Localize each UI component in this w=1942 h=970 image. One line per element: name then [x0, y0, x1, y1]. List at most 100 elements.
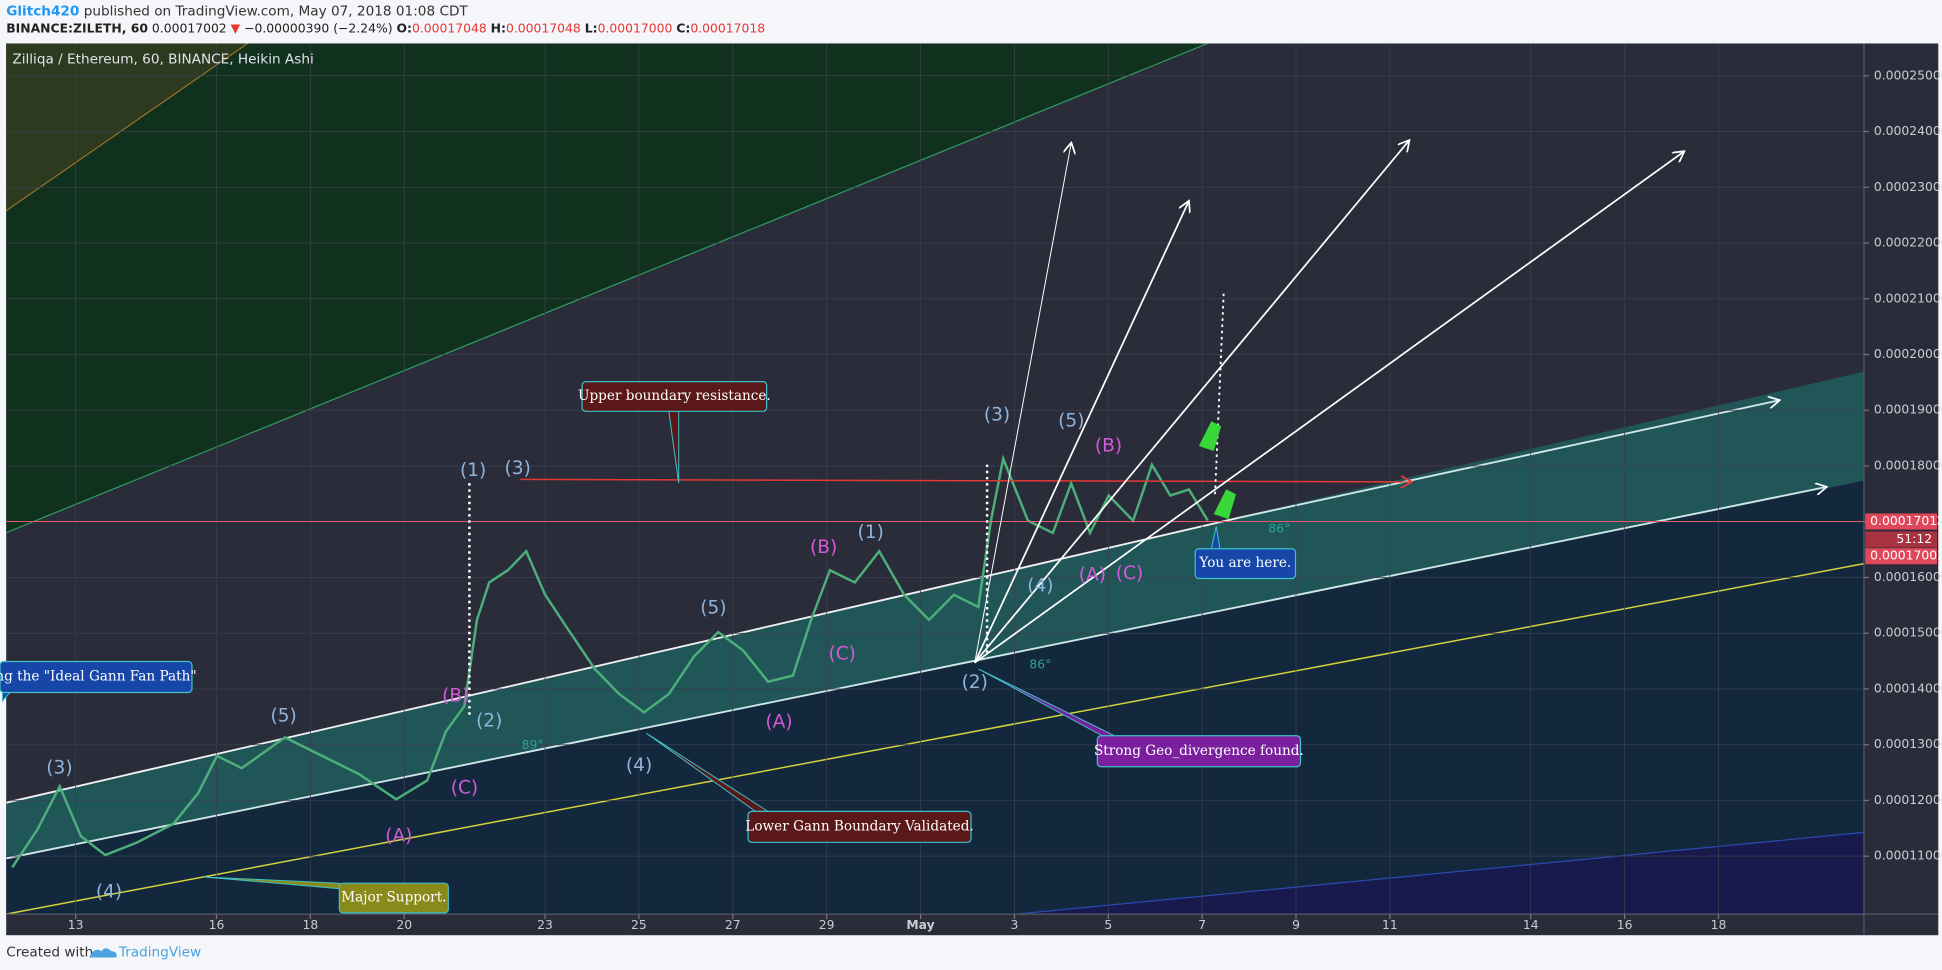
- close-label: C:: [676, 21, 690, 35]
- low-label: L:: [585, 21, 598, 35]
- close: 0.00017018: [690, 21, 765, 35]
- upper-channel-line: [6, 516, 1239, 804]
- change-arrow: ▼: [231, 21, 241, 35]
- angle-label: 86°: [1268, 521, 1290, 535]
- channel-arrow: [1238, 400, 1780, 519]
- fan-line: [974, 143, 1072, 663]
- fan-line: [974, 140, 1410, 664]
- wave-label: (A): [1079, 564, 1106, 585]
- callout-text: Lower Gann Boundary Validated.: [745, 818, 973, 834]
- price-marker-box: [1865, 513, 1938, 530]
- fan-line: [974, 151, 1685, 664]
- x-tick-label: 16: [1617, 918, 1633, 932]
- header-line-2: BINANCE:ZILETH, 60 0.00017002 ▼ −0.00000…: [6, 21, 765, 35]
- fan-edge: [6, 43, 248, 212]
- x-tick-label: 18: [302, 918, 318, 932]
- symbol: BINANCE:ZILETH, 60: [6, 21, 148, 35]
- x-tick-label: 5: [1104, 918, 1112, 932]
- price-line: [11, 454, 1209, 869]
- callout-box: [747, 810, 972, 843]
- angle-label: 89°: [522, 738, 544, 752]
- countdown: 51:12: [1896, 532, 1932, 546]
- drawings: [6, 43, 1864, 915]
- x-tick-label: May: [906, 918, 934, 932]
- fan-edge: [6, 43, 1208, 534]
- x-tick-label: 18: [1711, 918, 1727, 932]
- wave-label: (B): [810, 537, 837, 558]
- change: −0.00000390 (−2.24%): [244, 21, 392, 35]
- callout-box: [338, 882, 449, 914]
- footer-brand[interactable]: TradingView: [118, 945, 201, 961]
- y-tick-label: 0.00014000: [1874, 681, 1942, 695]
- open: 0.00017048: [412, 21, 487, 35]
- rocket-icons: [1198, 421, 1237, 520]
- open-label: O:: [396, 21, 411, 35]
- x-tick-label: 23: [537, 918, 553, 932]
- wave-label: (3): [505, 458, 531, 479]
- axes: 0.00011000 0.00012000 0.00013000 0.00014000…: [68, 68, 1942, 931]
- y-tick-label: 0.00025000: [1874, 68, 1942, 82]
- x-tick-label: 3: [1010, 918, 1018, 932]
- grid: [6, 43, 1864, 915]
- callout-box: [581, 380, 768, 412]
- y-tick-label: 0.00019000: [1874, 403, 1942, 417]
- resistance-line: [520, 479, 1412, 481]
- callout-text: ng the "Ideal Gann Fan Path": [0, 668, 197, 684]
- lower-zone: [6, 480, 1864, 915]
- x-tick-label: 13: [68, 918, 84, 932]
- x-tick-label: 7: [1198, 918, 1206, 932]
- x-tick-label: 29: [819, 918, 835, 932]
- x-tick-label: 16: [209, 918, 225, 932]
- wave-label: (2): [476, 710, 502, 731]
- rocket: [1198, 421, 1222, 451]
- y-tick-label: 0.00021000: [1874, 291, 1942, 305]
- y-tick-label: 0.00018000: [1874, 458, 1942, 472]
- chart-title: Zilliqa / Ethereum, 60, BINANCE, Heikin …: [12, 52, 313, 68]
- callout-box: [1194, 548, 1297, 580]
- author[interactable]: Glitch420: [6, 3, 79, 19]
- y-tick-label: 0.00020000: [1874, 347, 1942, 361]
- series: [11, 454, 1209, 869]
- y-tick-label: 0.00022000: [1874, 236, 1942, 250]
- high-label: H:: [491, 21, 506, 35]
- price-marker-label: 0.00017018: [1870, 514, 1942, 528]
- wave-label: (4): [96, 881, 122, 902]
- y-tick-label: 0.00024000: [1874, 124, 1942, 138]
- price-marker-box: [1865, 548, 1938, 565]
- x-tick-label: 27: [725, 918, 741, 932]
- x-tick-label: 25: [631, 918, 647, 932]
- wave-label: (5): [700, 598, 726, 619]
- wave-label: (C): [451, 777, 478, 798]
- callout-text: Strong Geo_divergence found.: [1094, 743, 1304, 759]
- wave-label: (B): [1095, 435, 1122, 456]
- high: 0.00017048: [506, 21, 581, 35]
- x-tick-label: 9: [1292, 918, 1300, 932]
- y-tick-label: 0.00015000: [1874, 626, 1942, 640]
- wave-label: (3): [984, 405, 1010, 426]
- x-tick-label: 11: [1382, 918, 1398, 932]
- y-tick-label: 0.00011000: [1874, 849, 1942, 863]
- wave-label: (5): [270, 705, 296, 726]
- header-line-1: Glitch420 published on TradingView.com, …: [6, 3, 468, 19]
- wave-label: (4): [626, 755, 652, 776]
- y-tick-label: 0.00012000: [1874, 793, 1942, 807]
- major-support-line: [6, 562, 1864, 915]
- y-tick-label: 0.00013000: [1874, 737, 1942, 751]
- y-tick-label: 0.00016000: [1874, 570, 1942, 584]
- wave-label: (1): [858, 522, 884, 543]
- overlays: [6, 140, 1864, 719]
- y-tick-label: 0.00023000: [1874, 180, 1942, 194]
- wave-label: (B): [442, 686, 469, 707]
- countdown-box: [1865, 531, 1938, 548]
- wave-label: (C): [1116, 563, 1143, 584]
- callout-text: Major Support.: [341, 890, 446, 906]
- published: published on TradingView.com, May 07, 20…: [84, 3, 469, 19]
- last-price: 0.00017002: [152, 21, 227, 35]
- wave-label: (1): [460, 460, 486, 481]
- low: 0.00017000: [598, 21, 673, 35]
- x-tick-label: 20: [396, 918, 412, 932]
- wave-label: (A): [765, 712, 792, 733]
- callout-box: [1096, 735, 1302, 768]
